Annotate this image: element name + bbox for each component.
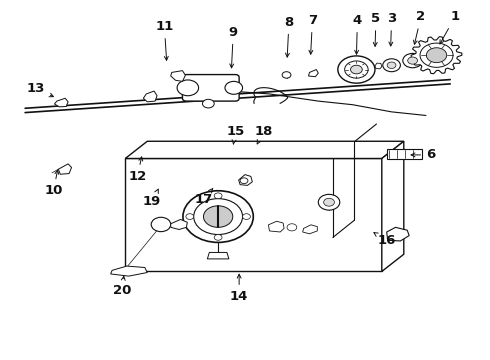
Text: 20: 20 — [113, 276, 131, 297]
Circle shape — [183, 191, 253, 242]
Polygon shape — [54, 98, 68, 107]
Circle shape — [214, 234, 222, 240]
Circle shape — [338, 56, 375, 83]
Polygon shape — [303, 225, 318, 234]
Bar — [387, 149, 422, 159]
Text: 12: 12 — [128, 157, 147, 183]
Circle shape — [214, 193, 222, 199]
Text: 10: 10 — [44, 170, 63, 197]
Text: 16: 16 — [374, 233, 396, 247]
Circle shape — [202, 99, 214, 108]
Polygon shape — [387, 227, 409, 241]
Circle shape — [287, 224, 297, 231]
Text: 17: 17 — [195, 188, 213, 206]
Text: 19: 19 — [143, 189, 161, 208]
Text: 14: 14 — [230, 274, 248, 303]
Circle shape — [194, 199, 243, 234]
Circle shape — [420, 43, 453, 67]
Text: 9: 9 — [229, 26, 238, 68]
Polygon shape — [382, 141, 404, 271]
Polygon shape — [125, 158, 382, 271]
Text: 13: 13 — [26, 82, 53, 97]
Circle shape — [151, 217, 171, 231]
Circle shape — [344, 61, 368, 78]
Text: 7: 7 — [308, 14, 317, 54]
Polygon shape — [411, 37, 462, 74]
Polygon shape — [58, 164, 72, 174]
Text: 18: 18 — [254, 125, 273, 144]
Polygon shape — [375, 63, 382, 69]
Text: 4: 4 — [353, 14, 362, 54]
Circle shape — [240, 178, 248, 184]
Text: 6: 6 — [411, 148, 435, 161]
Polygon shape — [111, 266, 147, 276]
Circle shape — [350, 65, 362, 74]
Circle shape — [408, 57, 417, 64]
Text: 3: 3 — [387, 12, 396, 46]
Circle shape — [383, 59, 400, 72]
Text: 5: 5 — [371, 12, 381, 46]
Circle shape — [177, 80, 198, 96]
Polygon shape — [207, 252, 229, 259]
Text: 15: 15 — [226, 125, 245, 144]
Circle shape — [318, 194, 340, 210]
Circle shape — [203, 206, 233, 227]
Circle shape — [282, 72, 291, 78]
Polygon shape — [125, 141, 404, 158]
Text: 2: 2 — [414, 10, 425, 44]
Text: 1: 1 — [440, 10, 460, 44]
Circle shape — [243, 214, 250, 220]
Text: 11: 11 — [155, 20, 173, 60]
Circle shape — [324, 198, 334, 206]
Circle shape — [225, 81, 243, 94]
Circle shape — [426, 48, 447, 63]
Text: 8: 8 — [284, 16, 294, 57]
Circle shape — [387, 62, 396, 68]
Polygon shape — [171, 71, 185, 81]
Polygon shape — [144, 91, 157, 102]
Polygon shape — [239, 175, 252, 185]
Polygon shape — [171, 220, 187, 229]
Polygon shape — [269, 221, 284, 232]
Circle shape — [186, 214, 194, 220]
FancyBboxPatch shape — [182, 75, 239, 101]
Polygon shape — [309, 69, 318, 77]
Circle shape — [403, 53, 422, 68]
